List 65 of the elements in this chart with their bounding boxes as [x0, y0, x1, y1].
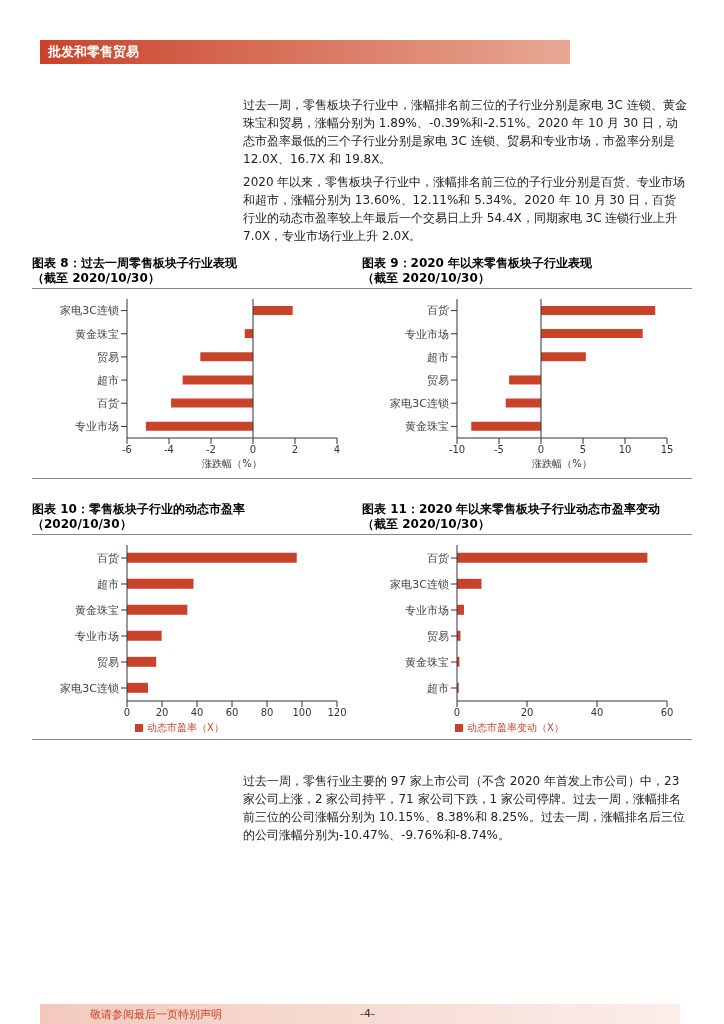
x-tick-label: 20: [155, 707, 169, 719]
y-tick-label: 贸易: [97, 655, 119, 669]
y-tick-label: 百货: [97, 397, 119, 411]
x-tick-label: 0: [123, 707, 131, 719]
chart-subtitle: （截至 2020/10/30）: [362, 517, 692, 535]
x-tick-label: -10: [448, 444, 466, 456]
y-tick-label: 家电3C连锁: [60, 681, 119, 695]
y-tick-label: 贸易: [97, 350, 119, 364]
y-tick-label: 黄金珠宝: [405, 420, 449, 434]
text: -4-: [360, 1007, 375, 1020]
y-tick-label: 百货: [427, 551, 449, 565]
chart-title: 图表 10：零售板块子行业的动态市盈率: [32, 502, 246, 517]
text: 过去一周，零售板块子行业中，涨幅排名前三位的子行业分别是家电 3C 连锁、黄金珠宝和贸易，涨幅分别为 1.89%、-0.39%和-2.51%。2020 年 10 月 30 日，动态市盈率最低的三个子行业分别是家电 3C 连锁、贸易和专业市场，市盈率分别是 12.0X、16.7X 和 19.8X。: [243, 97, 688, 168]
x-axis-title: 涨跌幅（%）: [532, 458, 592, 470]
legend-label: 动态市盈率变动（X）: [467, 722, 564, 733]
x-tick-label: 120: [327, 707, 347, 719]
x-tick-label: 0: [453, 707, 461, 719]
x-tick-label: 5: [579, 444, 587, 456]
text: 2020 年以来，零售板块子行业中，涨幅排名前三位的子行业分别是百货、专业市场和超市，涨幅分别为 13.60%、12.11%和 5.34%。2020 年 10 月 30 日，百货行业的动态市盈率较上年最后一个交易日上升 54.4X，同期家电 3C 连锁行业上升 7.0X，专业市场行业上升 2.0X。: [243, 174, 687, 245]
text: 敬请参阅最后一页特别声明: [90, 1007, 222, 1022]
legend-label: 动态市盈率（X）: [147, 722, 224, 733]
text: 批发和零售贸易: [40, 40, 570, 64]
chart-subtitle: （截至 2020/10/30）: [32, 271, 362, 289]
x-tick-label: 4: [333, 444, 341, 456]
x-tick-label: 80: [260, 707, 274, 719]
y-tick-label: 专业市场: [405, 327, 449, 341]
x-tick-label: -5: [494, 444, 504, 456]
y-tick-label: 家电3C连锁: [390, 577, 449, 591]
y-tick-label: 百货: [97, 551, 119, 565]
y-tick-label: 专业市场: [75, 629, 119, 643]
x-tick-label: -4: [164, 444, 174, 456]
y-tick-label: 黄金珠宝: [405, 655, 449, 669]
x-tick-label: 0: [249, 444, 257, 456]
y-tick-label: 专业市场: [405, 603, 449, 617]
x-tick-label: 0: [537, 444, 545, 456]
y-tick-label: 黄金珠宝: [75, 327, 119, 341]
chart-subtitle: （截至 2020/10/30）: [362, 271, 692, 289]
y-tick-label: 贸易: [427, 373, 449, 387]
chart-title: 图表 8：过去一周零售板块子行业表现: [32, 256, 238, 271]
x-tick-label: 40: [590, 707, 604, 719]
y-tick-label: 专业市场: [75, 420, 119, 434]
chart-title: 图表 9：2020 年以来零售板块子行业表现: [362, 256, 594, 271]
x-tick-label: 2: [291, 444, 299, 456]
x-tick-label: 40: [190, 707, 204, 719]
y-tick-label: 超市: [97, 373, 119, 387]
y-tick-label: 黄金珠宝: [75, 603, 119, 617]
x-tick-label: 60: [225, 707, 239, 719]
y-tick-label: 贸易: [427, 629, 449, 643]
x-tick-label: 60: [660, 707, 674, 719]
x-tick-label: -6: [122, 444, 132, 456]
x-tick-label: -2: [206, 444, 216, 456]
y-tick-label: 超市: [427, 681, 449, 695]
x-tick-label: 15: [660, 444, 674, 456]
y-tick-label: 家电3C连锁: [60, 304, 119, 318]
x-tick-label: 20: [520, 707, 534, 719]
y-tick-label: 家电3C连锁: [390, 397, 449, 411]
chart-subtitle: （2020/10/30）: [32, 517, 362, 535]
y-tick-label: 超市: [427, 350, 449, 364]
x-tick-label: 10: [618, 444, 632, 456]
x-tick-label: 100: [292, 707, 312, 719]
text: 过去一周，零售行业主要的 97 家上市公司（不含 2020 年首发上市公司）中，23 家公司上涨，2 家公司持平，71 家公司下跌，1 家公司停牌。过去一周，涨幅排名前三位的公司涨幅分别为 10.15%、8.38%和 8.25%。过去一周，涨幅排名后三位的公司涨幅分别为-10.47%、-9.76%和-8.74%。: [243, 773, 686, 844]
x-axis-title: 涨跌幅（%）: [202, 458, 262, 470]
y-tick-label: 百货: [427, 304, 449, 318]
y-tick-label: 超市: [97, 577, 119, 591]
chart-title: 图表 11：2020 年以来零售板块子行业动态市盈率变动: [362, 502, 662, 517]
